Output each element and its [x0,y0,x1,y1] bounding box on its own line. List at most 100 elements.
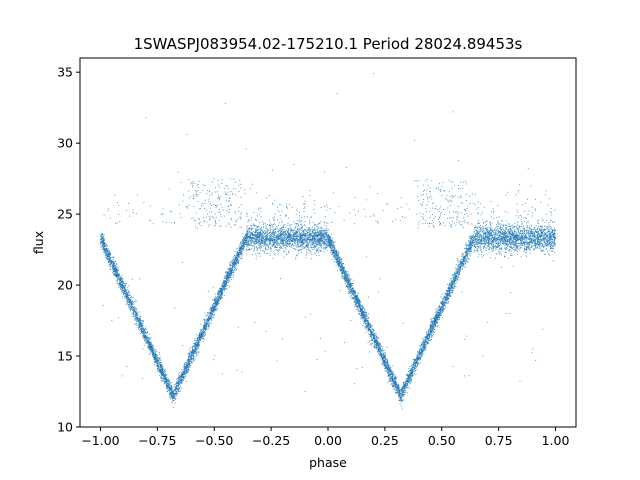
data-point [312,229,314,231]
data-point [373,337,375,339]
data-point [486,239,488,241]
data-point [546,243,548,245]
data-point [233,258,234,260]
data-point [504,247,506,249]
data-point [362,320,364,322]
data-point [120,285,122,287]
data-point [155,364,157,366]
data-point [164,368,166,370]
data-point [209,315,211,317]
data-point [387,382,389,384]
data-point [154,350,156,352]
data-point [221,296,223,298]
data-point [312,240,314,242]
data-point [535,239,537,241]
data-point [551,229,553,231]
data-point [546,232,548,234]
data-point [452,274,454,276]
data-point [512,238,514,240]
data-point [231,260,233,262]
data-point [361,306,363,308]
data-point [128,290,130,292]
data-point [352,297,354,299]
data-point [187,363,189,365]
data-point [503,235,504,237]
data-point [526,243,528,245]
data-point [297,242,299,243]
data-point [323,234,324,236]
data-point [421,350,423,352]
data-point [525,240,527,242]
data-point [118,285,120,287]
data-point [280,235,282,237]
data-point [511,233,512,235]
data-point [417,362,419,364]
data-point [407,386,409,388]
data-point [359,310,361,312]
data-point [455,270,457,272]
data-point [509,243,511,245]
data-point [162,380,164,382]
data-point [154,362,155,364]
data-point [478,231,480,233]
data-point [385,358,387,360]
data-point [291,234,293,236]
data-point [499,231,501,233]
data-point [389,380,391,382]
data-point [165,386,167,387]
data-point [501,242,503,244]
data-point [165,371,166,373]
data-point [241,255,243,257]
data-point [145,337,147,339]
data-point [238,244,240,246]
data-point [259,241,261,243]
data-point [185,380,187,382]
data-point [314,248,316,250]
data-point [386,358,388,360]
data-point [131,307,133,309]
data-point [213,302,215,304]
data-point [496,225,498,227]
data-point [232,269,234,271]
data-point [125,290,127,292]
data-point [432,327,434,328]
data-point [347,278,349,280]
data-point [263,251,265,252]
data-point [254,244,256,246]
data-point [291,238,293,240]
data-point [394,383,396,385]
data-point [357,308,359,310]
data-point [287,241,288,243]
data-point [476,237,478,239]
data-point [384,361,386,363]
data-point [130,308,131,310]
data-point [272,257,274,259]
data-point [450,278,452,279]
data-point [550,236,552,238]
data-point [302,230,304,232]
data-point [432,323,434,325]
data-point [481,239,483,241]
data-point [221,287,223,289]
data-point [309,223,311,225]
data-point [521,237,523,239]
data-point [319,244,321,246]
data-point [329,238,331,240]
data-point [442,309,444,311]
data-point [380,344,381,346]
data-point [505,241,507,243]
data-point [525,249,526,251]
data-point [228,270,230,272]
data-point [415,374,417,376]
data-point [375,332,377,334]
data-point [258,229,260,231]
data-point [489,232,491,234]
data-point [252,240,253,242]
data-point [169,386,171,388]
data-point [545,234,547,235]
data-point [183,367,185,369]
data-point [386,359,388,361]
data-point [291,237,293,239]
data-point [493,248,494,250]
data-point [226,284,228,286]
